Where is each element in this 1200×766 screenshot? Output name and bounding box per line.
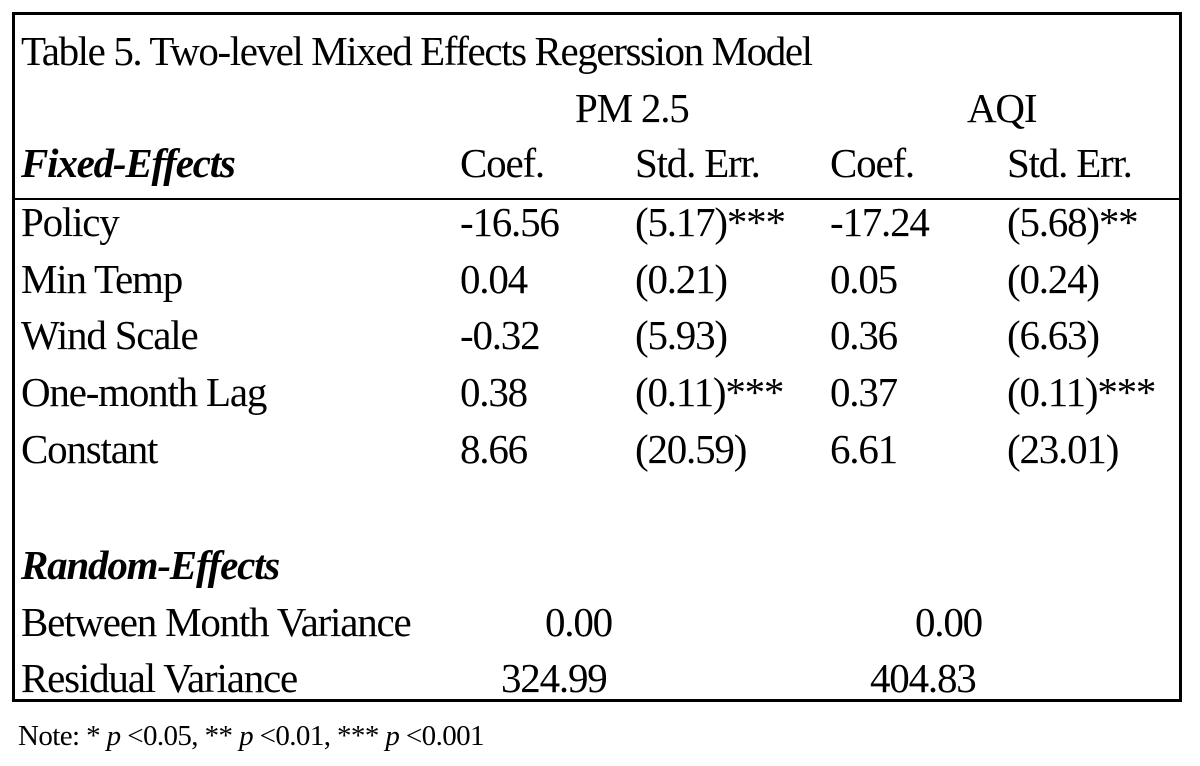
- cell-aqi-coef: 6.61: [830, 426, 898, 472]
- cell-pm-variance: 0.00: [545, 599, 613, 645]
- cell-pm-se: (5.93): [635, 312, 728, 358]
- random-effects-header: Random-Effects: [21, 542, 280, 588]
- row-label-wind-scale: Wind Scale: [21, 312, 199, 358]
- cell-aqi-coef: 0.05: [830, 256, 898, 302]
- cell-aqi-coef: 0.37: [830, 369, 898, 415]
- cell-aqi-residual: 404.83: [870, 655, 977, 701]
- cell-pm-coef: -0.32: [460, 312, 541, 358]
- cell-pm-coef: 8.66: [460, 426, 528, 472]
- note-threshold-3: <0.001: [399, 720, 485, 752]
- row-label-policy: Policy: [21, 199, 120, 245]
- row-label-min-temp: Min Temp: [21, 256, 183, 302]
- regression-table: Table 5. Two-level Mixed Effects Regerss…: [12, 12, 1182, 702]
- cell-pm-residual: 324.99: [501, 655, 608, 701]
- cell-aqi-se: (6.63): [1007, 312, 1100, 358]
- cell-aqi-coef: -17.24: [830, 199, 930, 245]
- table-title: Table 5. Two-level Mixed Effects Regerss…: [21, 28, 813, 74]
- col-header-aqi-coef: Coef.: [830, 140, 915, 186]
- row-label-between-month-variance: Between Month Variance: [21, 599, 412, 645]
- note-threshold-2: <0.01, ***: [252, 720, 386, 752]
- table-note: Note: * p <0.05, ** p <0.01, *** p <0.00…: [18, 720, 485, 752]
- cell-aqi-se: (23.01): [1007, 426, 1119, 472]
- note-p-3: p: [385, 720, 400, 752]
- row-label-residual-variance: Residual Variance: [21, 655, 298, 701]
- cell-aqi-se: (5.68)**: [1007, 199, 1139, 245]
- group-header-pm25: PM 2.5: [575, 85, 690, 131]
- fixed-effects-header: Fixed-Effects: [21, 140, 236, 186]
- cell-pm-se: (0.11)***: [635, 369, 784, 415]
- header-divider: [15, 198, 1179, 200]
- note-prefix: Note: *: [18, 720, 107, 752]
- cell-pm-se: (20.59): [635, 426, 747, 472]
- note-p-1: p: [106, 720, 122, 752]
- cell-pm-coef: 0.04: [460, 256, 528, 302]
- cell-aqi-variance: 0.00: [915, 599, 983, 645]
- cell-pm-se: (0.21): [635, 256, 728, 302]
- cell-pm-se: (5.17)***: [635, 199, 786, 245]
- row-label-constant: Constant: [21, 426, 158, 472]
- note-threshold-1: <0.05, **: [120, 720, 240, 752]
- cell-aqi-coef: 0.36: [830, 312, 898, 358]
- cell-aqi-se: (0.11)***: [1007, 369, 1156, 415]
- row-label-one-month-lag: One-month Lag: [21, 369, 267, 415]
- col-header-aqi-se: Std. Err.: [1007, 140, 1133, 186]
- col-header-pm-coef: Coef.: [460, 140, 545, 186]
- note-p-2: p: [239, 720, 254, 752]
- cell-pm-coef: 0.38: [460, 369, 528, 415]
- cell-aqi-se: (0.24): [1007, 256, 1100, 302]
- col-header-pm-se: Std. Err.: [635, 140, 761, 186]
- cell-pm-coef: -16.56: [460, 199, 560, 245]
- group-header-aqi: AQI: [967, 85, 1037, 131]
